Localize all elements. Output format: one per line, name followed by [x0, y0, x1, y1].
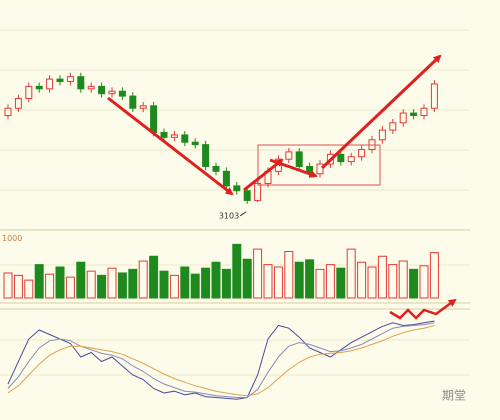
volume-bar — [117, 272, 127, 299]
candle-body — [87, 85, 95, 90]
annotation-leader — [239, 211, 247, 217]
volume-bar — [346, 248, 356, 299]
volume-bar — [242, 258, 252, 299]
volume-bar — [367, 266, 377, 299]
candle-body — [420, 107, 428, 117]
candle-body — [233, 185, 241, 192]
volume-bar — [76, 261, 86, 299]
volume-bar — [263, 264, 273, 299]
volume-bar — [128, 268, 138, 299]
candle-body — [254, 182, 262, 201]
candle-body — [243, 190, 251, 201]
volume-bar — [190, 273, 200, 299]
volume-bar — [3, 272, 13, 299]
candle-body — [98, 85, 106, 95]
volume-bar — [253, 248, 263, 299]
candle-body — [66, 76, 74, 83]
candle-body — [160, 132, 168, 138]
candle-body — [77, 76, 85, 90]
volume-bar — [357, 261, 367, 299]
volume-bar — [169, 274, 179, 299]
candle-body — [358, 148, 366, 158]
consolidation-box — [257, 144, 381, 186]
volume-bar — [159, 270, 169, 299]
volume-bar — [221, 268, 231, 299]
candle-body — [46, 78, 54, 90]
trend-arrows — [107, 54, 457, 320]
candle-body — [378, 129, 386, 141]
watermark: 期堂 — [442, 389, 466, 403]
volume-bar — [294, 261, 304, 299]
candle-body — [399, 112, 407, 124]
volume-bar — [325, 264, 335, 299]
volume-bar — [377, 255, 387, 299]
volume-bar — [305, 259, 315, 299]
candle-body — [129, 95, 137, 109]
volume-bar — [315, 268, 325, 299]
volume-bar — [336, 267, 346, 299]
candle-body — [285, 151, 293, 160]
volume-bar — [388, 264, 398, 299]
candle-body — [14, 98, 22, 109]
indicator-line — [7, 320, 435, 400]
candle-body — [150, 105, 158, 133]
volume-bar — [211, 261, 221, 299]
volume-pane: 1000 — [2, 234, 439, 299]
indicator-line — [7, 322, 435, 398]
candle-body — [202, 144, 210, 167]
volume-bar — [409, 268, 419, 299]
volume-bar — [138, 260, 148, 299]
volume-bar — [97, 274, 107, 299]
volume-bar — [232, 243, 242, 299]
volume-bar — [107, 267, 117, 299]
candle-body — [212, 165, 220, 172]
volume-bar — [149, 255, 159, 299]
volume-bar — [65, 276, 75, 299]
y-tick-label: 1000 — [2, 234, 22, 243]
candle-body — [191, 141, 199, 146]
candle-body — [389, 122, 397, 131]
candle-body — [430, 83, 438, 109]
volume-bar — [180, 266, 190, 299]
indicator-pane — [7, 320, 435, 400]
candle-body — [295, 151, 303, 167]
candle-body — [316, 163, 324, 175]
volume-bar — [419, 265, 429, 299]
candle-body — [347, 156, 355, 163]
volume-bar — [55, 266, 65, 299]
candle-body — [56, 78, 64, 83]
candle-body — [25, 85, 33, 100]
candle-body — [170, 134, 178, 138]
volume-bar — [13, 274, 23, 299]
indicator-line — [7, 325, 435, 397]
low-annotation: 3103 — [219, 211, 239, 220]
candle-body — [108, 90, 116, 95]
volume-bar — [398, 260, 408, 299]
candle-body — [35, 85, 43, 90]
volume-bar — [284, 251, 294, 299]
candle-body — [4, 107, 12, 117]
candle-body — [410, 112, 418, 117]
volume-bar — [24, 279, 34, 299]
volume-bar — [34, 264, 44, 299]
candle-body — [139, 105, 147, 109]
volume-bar — [429, 252, 439, 299]
volume-bar — [273, 266, 283, 299]
candle-body — [118, 90, 126, 97]
volume-bar — [86, 270, 96, 299]
candle-body — [337, 153, 345, 163]
candle-body — [181, 134, 189, 143]
volume-bar — [201, 267, 211, 299]
volume-bar — [45, 273, 55, 299]
candle-body — [222, 170, 230, 187]
